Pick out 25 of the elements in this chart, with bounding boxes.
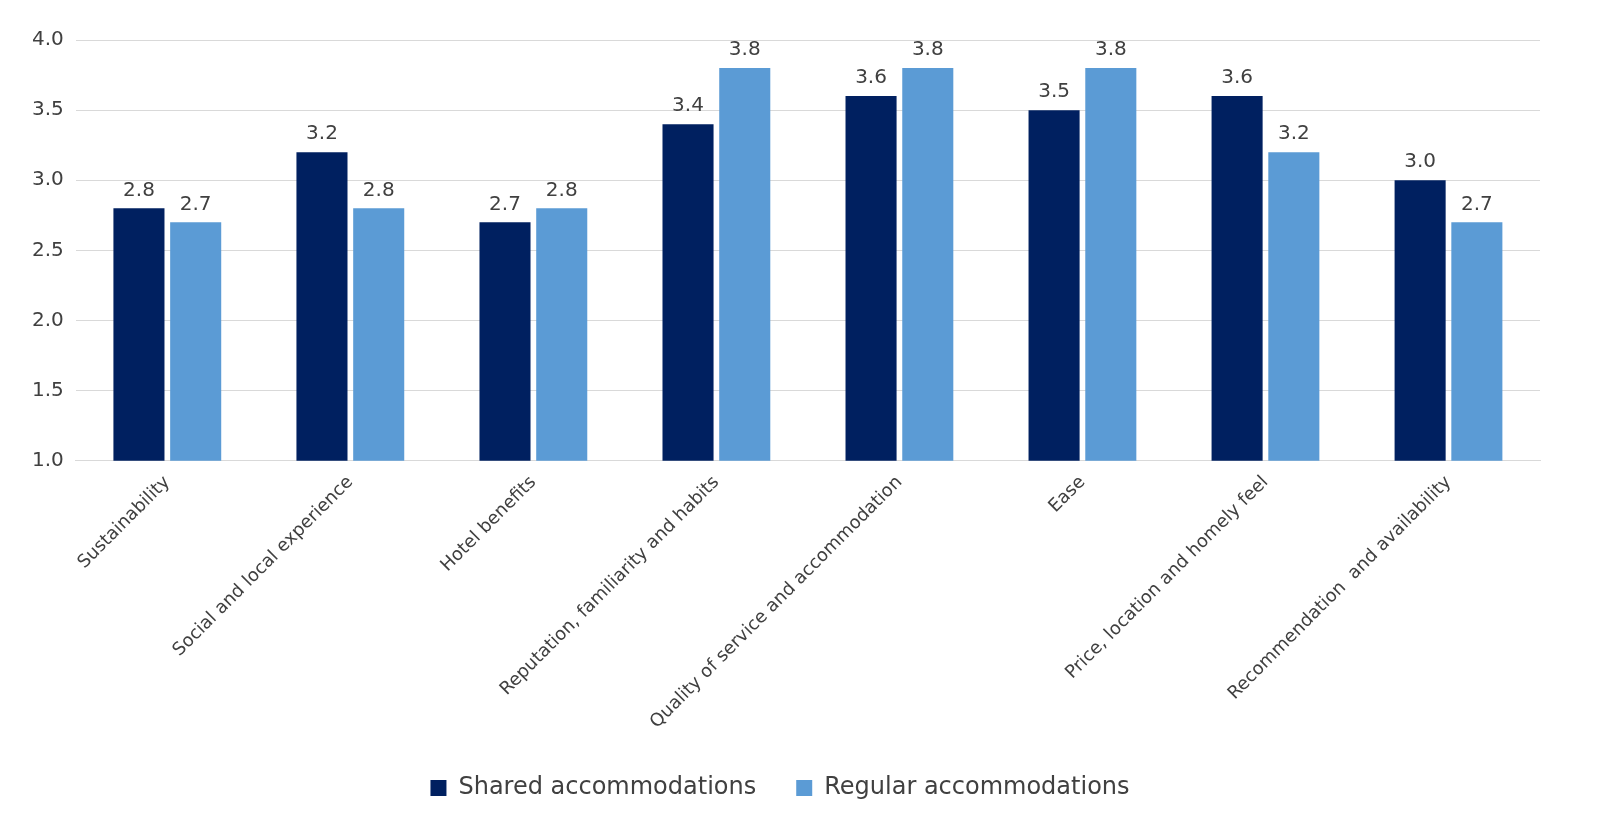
y-tick-label: 3.5 <box>31 96 64 121</box>
data-label: 3.2 <box>306 120 338 145</box>
legend-label: Regular accommodations <box>824 772 1130 801</box>
y-tick-label: 1.0 <box>31 447 64 472</box>
y-tick-label: 2.0 <box>31 306 64 331</box>
data-label: 2.7 <box>1460 190 1493 215</box>
data-label: 3.6 <box>1221 64 1253 89</box>
data-label: 2.7 <box>179 190 212 215</box>
data-label: 3.8 <box>1094 36 1127 61</box>
y-tick-label: 4.0 <box>31 26 64 51</box>
y-tick-label: 3.0 <box>31 166 64 191</box>
data-label: 2.8 <box>123 176 155 201</box>
data-label: 3.8 <box>911 36 944 61</box>
data-label: 3.0 <box>1404 148 1437 173</box>
y-tick-label: 2.5 <box>31 236 64 261</box>
data-label: 2.8 <box>362 176 395 201</box>
y-tick-label: 1.5 <box>31 376 64 401</box>
data-label: 3.5 <box>1038 78 1070 103</box>
data-label: 2.7 <box>489 190 521 215</box>
data-label: 3.4 <box>672 92 704 117</box>
data-label: 3.2 <box>1277 120 1310 145</box>
data-label: 2.8 <box>545 176 578 201</box>
data-label: 3.6 <box>855 64 887 89</box>
legend-label: Shared accommodations <box>458 772 757 801</box>
data-label: 3.8 <box>728 36 761 61</box>
